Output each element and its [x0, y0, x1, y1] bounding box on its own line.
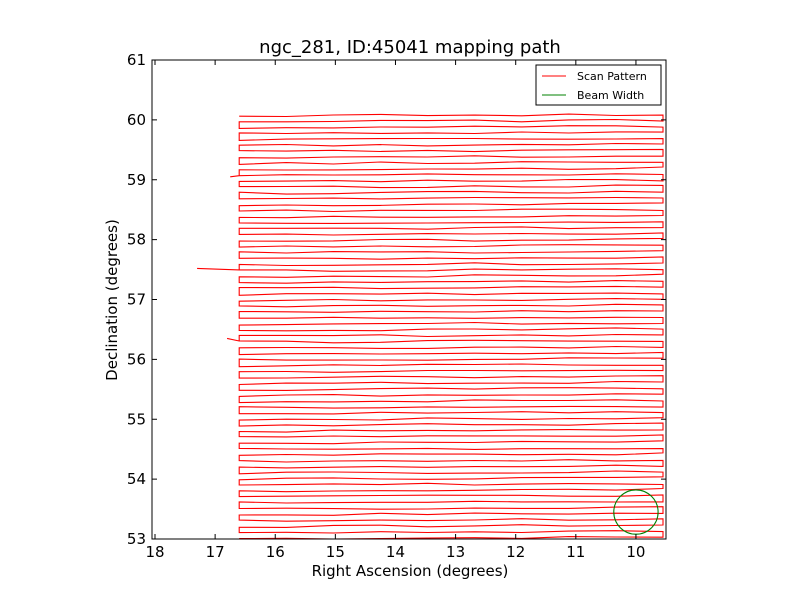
chart-title: ngc_281, ID:45041 mapping path	[259, 37, 561, 58]
x-tick-label-13: 13	[446, 543, 465, 561]
x-tick-label-11: 11	[566, 543, 585, 561]
axis-layer: 18 17 16 15 14 13 12 11 10 53 54 55 56 57 58 59 60 61	[127, 51, 666, 561]
x-tick-label-10: 10	[626, 543, 645, 561]
y-tick-label-61: 61	[127, 51, 146, 69]
y-tick-label-58: 58	[127, 231, 146, 249]
x-tick-label-17: 17	[206, 543, 225, 561]
y-tick-label-60: 60	[127, 111, 146, 129]
y-tick-label-53: 53	[127, 530, 146, 548]
x-tick-label-16: 16	[266, 543, 285, 561]
legend-box	[535, 64, 662, 106]
x-tick-label-14: 14	[386, 543, 405, 561]
x-tick-label-12: 12	[506, 543, 525, 561]
y-tick-label-56: 56	[127, 350, 146, 368]
y-tick-label-57: 57	[127, 291, 146, 309]
y-tick-label-55: 55	[127, 410, 146, 428]
y-tick-label-54: 54	[127, 470, 146, 488]
legend-label-scan-pattern: Scan Pattern	[577, 70, 647, 83]
y-axis-label: Declination (degrees)	[103, 219, 121, 381]
legend: Scan Pattern Beam Width	[535, 64, 662, 106]
x-axis-label: Right Ascension (degrees)	[312, 562, 509, 580]
scan-pattern-line	[197, 113, 664, 539]
x-tick-label-15: 15	[326, 543, 345, 561]
legend-label-beam-width: Beam Width	[577, 89, 644, 102]
x-tick-label-18: 18	[145, 543, 164, 561]
y-tick-label-59: 59	[127, 171, 146, 189]
